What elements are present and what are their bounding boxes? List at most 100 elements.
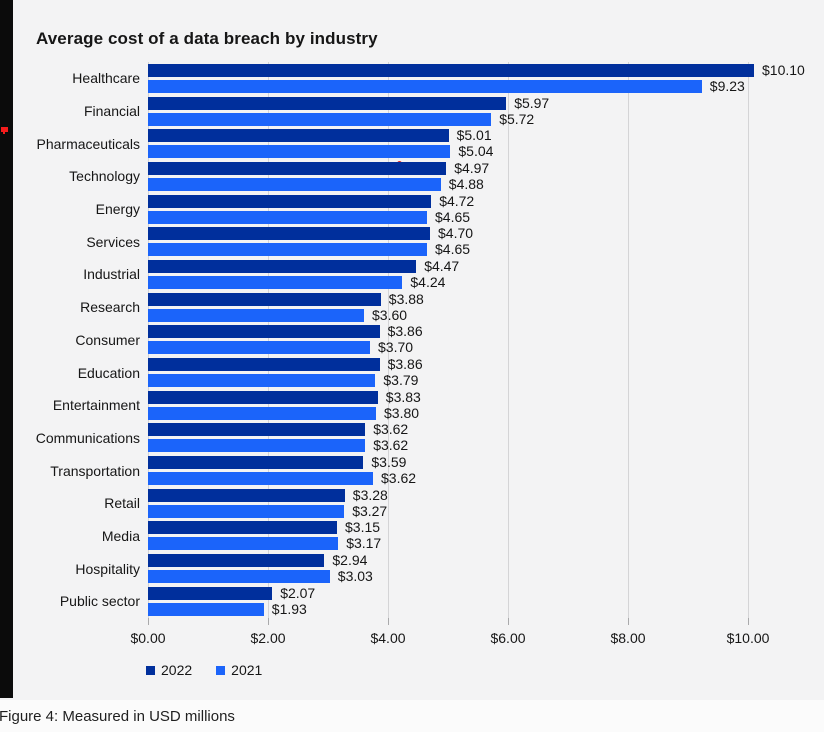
gridline xyxy=(748,62,749,618)
category-label: Transportation xyxy=(50,462,140,479)
chart-row: Industrial $4.47 $4.24 xyxy=(14,258,814,291)
barline-2022: $4.97 xyxy=(148,161,814,175)
chart-row: Hospitality $2.94 $3.03 xyxy=(14,552,814,585)
axis-tick xyxy=(148,618,149,625)
barline-2021: $4.88 xyxy=(148,177,814,191)
gridline xyxy=(388,62,389,618)
value-label-2021: $4.65 xyxy=(435,208,471,225)
value-label-2021: $5.04 xyxy=(458,143,494,160)
axis-tick xyxy=(628,618,629,625)
category-label: Hospitality xyxy=(75,560,140,577)
barline-2021: $3.70 xyxy=(148,339,814,356)
bar-2021 xyxy=(148,210,427,224)
chart-row: Retail $3.28 $3.27 xyxy=(14,487,814,520)
chart-row: Healthcare $10.10 $9.23 xyxy=(14,62,814,95)
bar-2021 xyxy=(148,602,264,616)
barline-2022: $4.70 xyxy=(148,225,814,242)
barline-2021: $3.79 xyxy=(148,373,814,388)
category-label: Energy xyxy=(95,201,140,218)
figure-caption: Figure 4: Measured in USD millions xyxy=(0,708,235,725)
bar-2022 xyxy=(148,325,380,339)
bar-2021 xyxy=(148,308,364,322)
x-axis-label: $8.00 xyxy=(610,630,646,646)
category-label: Education xyxy=(77,364,140,381)
value-label-2022: $3.15 xyxy=(345,519,381,536)
bar-2022 xyxy=(148,423,366,437)
value-label-2021: $3.62 xyxy=(373,437,409,454)
x-axis-label: $0.00 xyxy=(130,630,166,646)
value-label-2021: $9.23 xyxy=(709,77,745,94)
chart-row: Transportation $3.59 $3.62 xyxy=(14,454,814,487)
barline-2021: $4.24 xyxy=(148,275,814,289)
value-label-2022: $3.86 xyxy=(387,356,423,373)
chart-row: Financial $5.97 $5.72 xyxy=(14,95,814,128)
value-label-2021: $3.62 xyxy=(381,470,417,487)
chart-rows: Healthcare $10.10 $9.23 Financial $5.97 $5.72… xyxy=(14,62,814,618)
barline-2021: $5.72 xyxy=(148,110,814,127)
bar-2022 xyxy=(148,358,380,372)
value-label-2021: $5.72 xyxy=(499,110,535,127)
value-label-2021: $3.17 xyxy=(346,535,382,552)
x-axis-label: $6.00 xyxy=(490,630,526,646)
category-label: Communications xyxy=(35,429,140,446)
barline-2022: $3.86 xyxy=(148,323,814,340)
value-label-2022: $3.59 xyxy=(371,454,407,471)
chart-row: Pharmaceuticals $5.01 $5.04 xyxy=(14,127,814,160)
bar-2022 xyxy=(148,456,364,470)
gridline xyxy=(508,62,509,618)
value-label-2022: $4.70 xyxy=(438,225,474,242)
legend-item-2021: 2021 xyxy=(216,662,262,678)
bar-2021 xyxy=(148,341,370,355)
barline-2022: $10.10 xyxy=(148,61,814,78)
value-label-2021: $3.80 xyxy=(384,404,420,421)
x-axis-label: $4.00 xyxy=(370,630,406,646)
category-label: Financial xyxy=(83,103,140,120)
category-label: Media xyxy=(101,527,140,544)
value-label-2022: $2.94 xyxy=(332,552,368,569)
bar-2022 xyxy=(148,259,417,273)
legend-label: 2022 xyxy=(161,662,193,678)
bar-chart: $0.00 $2.00 $4.00 $6.00 $8.00 $10.00 Healthca… xyxy=(14,62,814,682)
chart-row: Research $3.88 $3.60 xyxy=(14,291,814,324)
chart-row: Media $3.15 $3.17 xyxy=(14,520,814,553)
value-label-2022: $3.86 xyxy=(387,323,423,340)
chart-row: Entertainment $3.83 $3.80 xyxy=(14,389,814,422)
bar-2021 xyxy=(148,79,702,93)
value-label-2021: $3.70 xyxy=(378,339,414,356)
barline-2022: $3.62 xyxy=(148,422,814,437)
legend-swatch xyxy=(146,665,155,675)
bar-2022 xyxy=(148,161,447,175)
bar-2021 xyxy=(148,374,376,388)
bar-2022 xyxy=(148,96,507,110)
barline-2021: $4.65 xyxy=(148,208,814,225)
bar-2022 xyxy=(148,521,337,535)
bar-2021 xyxy=(148,504,345,518)
value-label-2022: $4.47 xyxy=(424,257,460,274)
value-label-2021: $4.65 xyxy=(435,241,471,258)
value-label-2022: $10.10 xyxy=(762,61,805,78)
barline-2022: $3.59 xyxy=(148,454,814,471)
value-label-2021: $3.60 xyxy=(372,306,408,323)
barline-2022: $2.94 xyxy=(148,552,814,569)
chart-row: Communications $3.62 $3.62 xyxy=(14,422,814,455)
barline-2021: $3.80 xyxy=(148,404,814,421)
value-label-2021: $3.27 xyxy=(352,502,388,519)
axis-tick xyxy=(508,618,509,625)
bar-2021 xyxy=(148,570,330,584)
legend-label: 2021 xyxy=(231,662,263,678)
bar-2022 xyxy=(148,586,273,600)
chart-title: Average cost of a data breach by industr… xyxy=(36,29,378,49)
barline-2021: $3.62 xyxy=(148,470,814,487)
x-axis-label: $2.00 xyxy=(250,630,286,646)
category-label: Entertainment xyxy=(52,397,140,414)
barline-2022: $3.15 xyxy=(148,519,814,536)
bar-2021 xyxy=(148,275,403,289)
barline-2022: $5.01 xyxy=(148,128,814,143)
barline-2021: $1.93 xyxy=(148,602,814,616)
category-label: Technology xyxy=(69,168,140,185)
bar-2022 xyxy=(148,292,381,306)
category-label: Public sector xyxy=(59,593,140,610)
left-edge-strip xyxy=(0,0,13,698)
bar-2022 xyxy=(148,63,754,77)
barline-2021: $3.03 xyxy=(148,569,814,584)
